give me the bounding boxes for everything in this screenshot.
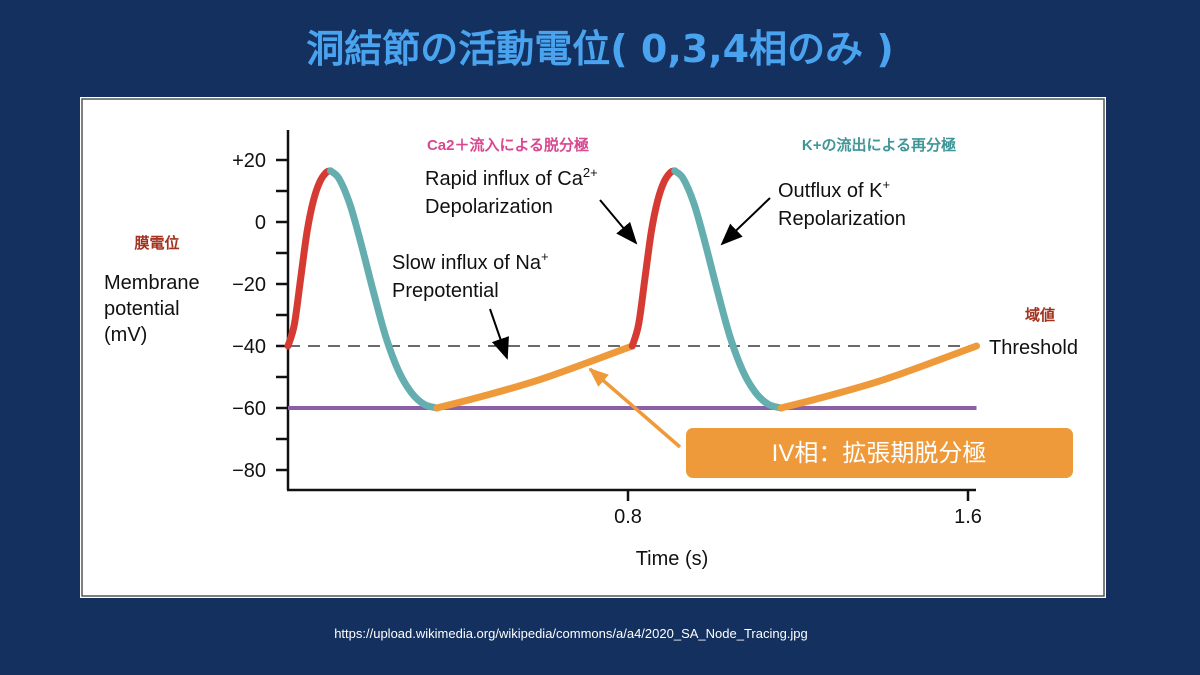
repolarization-annotation-line2: Repolarization bbox=[778, 208, 906, 230]
phase4-arrow bbox=[588, 367, 682, 449]
y-axis-label-jp: 膜電位 bbox=[134, 234, 179, 252]
repolarization-label-jp: K+の流出による再分極 bbox=[802, 136, 956, 154]
y-tick-label: 0 bbox=[255, 212, 266, 234]
y-axis-label-line1: Membrane bbox=[104, 272, 200, 294]
prepotential-annotation-line2: Prepotential bbox=[392, 280, 499, 302]
prepotential-segment bbox=[433, 342, 636, 412]
y-tick-label: +20 bbox=[232, 150, 266, 172]
chart-panel: +20 0 −20 −40 −60 −80 0.8 1.6 Time (s) 膜電位 Mem… bbox=[80, 97, 1106, 598]
y-tick-label: −20 bbox=[232, 274, 266, 296]
depolarization-label-jp: Ca2＋流入による脱分極 bbox=[427, 136, 589, 154]
repolarization-annotation-line1: Outflux of K+ bbox=[778, 177, 890, 202]
source-url[interactable]: https://upload.wikimedia.org/wikipedia/c… bbox=[334, 626, 808, 641]
phase4-box bbox=[686, 428, 1073, 478]
y-axis-label-line3: (mV) bbox=[104, 324, 147, 346]
depolarization-annotation-line2: Depolarization bbox=[425, 196, 553, 218]
depolarization-annotation-line1: Rapid influx of Ca2+ bbox=[425, 165, 598, 190]
x-tick-label: 1.6 bbox=[954, 506, 982, 528]
prepotential-arrow bbox=[489, 308, 509, 360]
depolarization-segment bbox=[628, 167, 679, 350]
y-axis-label-line2: potential bbox=[104, 298, 180, 320]
repolarization-segment bbox=[671, 167, 785, 412]
depolarization-segment bbox=[284, 167, 334, 350]
threshold-label: Threshold bbox=[989, 337, 1078, 359]
repolarization-arrow bbox=[720, 197, 771, 246]
threshold-label-jp: 域値 bbox=[1025, 306, 1055, 324]
x-tick-label: 0.8 bbox=[614, 506, 642, 528]
y-tick-label: −60 bbox=[232, 398, 266, 420]
phase4-box-label: IV相：拡張期脱分極 bbox=[772, 440, 987, 467]
chart-frame bbox=[81, 98, 1105, 597]
y-tick-label: −40 bbox=[232, 336, 266, 358]
repolarization-segment bbox=[327, 167, 441, 412]
prepotential-segment bbox=[777, 342, 980, 412]
prepotential-annotation-line1: Slow influx of Na+ bbox=[392, 249, 549, 274]
x-axis-label: Time (s) bbox=[636, 548, 709, 570]
depolarization-arrow bbox=[599, 199, 638, 245]
action-potential-chart: +20 0 −20 −40 −60 −80 0.8 1.6 Time (s) 膜電位 Mem… bbox=[81, 98, 1105, 597]
slide-title: 洞結節の活動電位( 0,3,4相のみ ) bbox=[306, 27, 894, 71]
y-tick-label: −80 bbox=[232, 460, 266, 482]
